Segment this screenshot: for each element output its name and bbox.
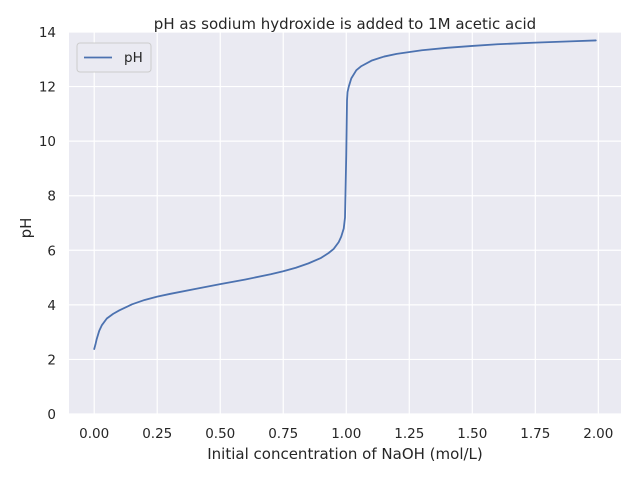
y-tick-label: 8	[47, 189, 56, 205]
y-tick-label: 2	[47, 352, 56, 368]
x-gridlines	[93, 32, 599, 414]
x-tick-label: 1.75	[520, 426, 550, 442]
x-tick-label: 1.50	[457, 426, 487, 442]
y-tick-label: 6	[47, 243, 56, 259]
y-tick-label: 4	[47, 298, 56, 314]
legend-label-ph: pH	[124, 50, 143, 66]
legend: pH	[76, 42, 152, 73]
legend-box	[76, 42, 152, 73]
x-tick-label: 2.00	[583, 426, 613, 442]
x-tick-label: 0.00	[79, 426, 109, 442]
y-axis-label: pH	[17, 218, 35, 239]
series-line-ph	[93, 39, 597, 350]
y-tick-label: 0	[47, 407, 56, 423]
x-tick-label: 0.75	[268, 426, 298, 442]
x-tick-label: 1.00	[331, 426, 361, 442]
y-tick-label: 10	[39, 134, 56, 150]
y-tick-label: 12	[39, 80, 56, 96]
chart-title: pH as sodium hydroxide is added to 1M ac…	[154, 15, 536, 33]
x-tick-labels: 0.00 0.25 0.50 0.75 1.00 1.25 1.50 1.75 2.00	[79, 426, 613, 442]
series-layer	[93, 39, 597, 350]
x-tick-label: 0.25	[142, 426, 172, 442]
x-tick-label: 1.25	[394, 426, 424, 442]
x-tick-label: 0.50	[205, 426, 235, 442]
x-axis-label: Initial concentration of NaOH (mol/L)	[207, 445, 483, 463]
y-tick-label: 14	[39, 25, 56, 41]
y-tick-labels: 0 2 4 6 8 10 12 14	[39, 25, 56, 423]
